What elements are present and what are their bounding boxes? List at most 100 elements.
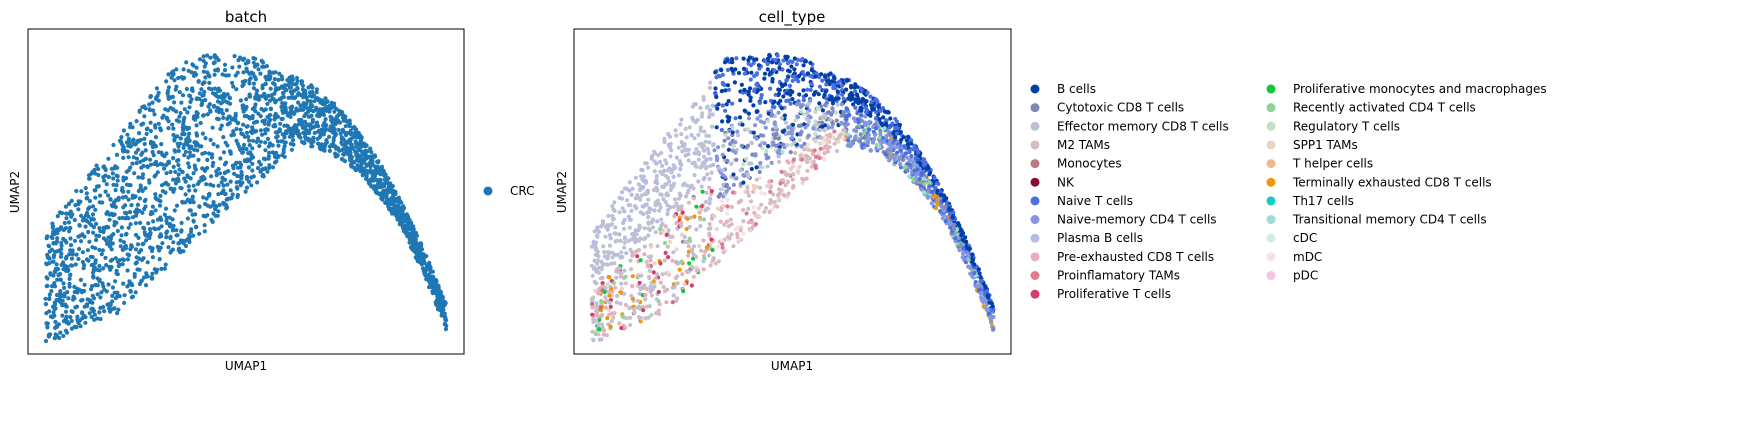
scatter-point [901,135,906,140]
scatter-point [180,169,185,175]
scatter-point [186,68,191,73]
scatter-point [611,207,616,212]
scatter-point [657,208,662,213]
scatter-point [254,139,259,144]
scatter-point [790,185,796,190]
scatter-point [218,88,223,93]
scatter-point [310,144,315,149]
scatter-point [255,180,260,185]
scatter-point [894,119,900,124]
scatter-point [263,96,269,101]
scatter-point [662,258,667,263]
scatter-point [698,125,703,130]
scatter-point [347,122,352,127]
scatter-point [825,140,831,145]
scatter-point [110,285,115,290]
scatter-point [306,129,311,134]
scatter-point [52,336,57,341]
scatter-point [844,116,849,121]
scatter-point [186,161,191,166]
scatter-point [108,239,113,244]
scatter-point [624,251,629,256]
scatter-point [800,69,806,75]
scatter-point [610,311,615,316]
scatter-point [169,186,174,191]
scatter-point [229,195,234,201]
scatter-point [283,83,288,88]
scatter-point [201,69,206,74]
scatter-point [887,125,892,130]
scatter-point [84,196,89,201]
scatter-point [668,154,673,159]
scatter-point [46,243,51,248]
scatter-point [798,153,803,158]
scatter-point [63,328,69,333]
scatter-point [870,140,875,145]
scatter-point [813,110,818,115]
scatter-point [290,81,295,87]
scatter-point [694,268,700,273]
scatter-point [166,119,171,124]
scatter-point [302,114,307,119]
scatter-point [302,104,307,109]
scatter-point [657,302,662,307]
scatter-point [204,196,209,201]
scatter-point [348,162,353,168]
scatter-point [845,107,850,112]
scatter-point [62,220,67,226]
scatter-point [108,267,113,272]
scatter-point [155,197,160,202]
scatter-point [947,222,952,227]
scatter-point [67,252,72,257]
scatter-point [657,227,663,232]
scatter-point [646,233,651,238]
scatter-point [658,261,663,266]
scatter-point [754,57,759,62]
scatter-point [235,70,240,75]
scatter-point [779,82,784,87]
scatter-point [268,107,273,112]
scatter-point [774,143,779,148]
scatter-point [123,246,128,251]
scatter-point [829,125,835,130]
scatter-point [783,120,789,125]
scatter-point [788,150,793,155]
scatter-point [718,219,723,224]
scatter-point [746,111,752,116]
scatter-point [332,117,337,122]
scatter-point [143,232,148,237]
scatter-point [215,213,220,218]
scatter-point [121,178,126,183]
scatter-point [274,150,279,155]
scatter-point [912,147,917,152]
scatter-point [109,233,114,238]
scatter-point [332,130,337,135]
scatter-point [897,155,903,160]
scatter-point [753,222,759,227]
scatter-point [834,148,840,154]
scatter-point [779,169,784,174]
scatter-point [596,290,601,295]
scatter-point [220,72,225,77]
scatter-point [913,156,918,161]
scatter-point [670,300,675,305]
scatter-point [69,263,74,268]
scatter-point [221,188,226,193]
scatter-point [214,108,219,113]
scatter-point [813,132,818,137]
scatter-point [209,217,214,222]
scatter-point [768,70,773,75]
scatter-point [433,301,439,306]
scatter-point [241,109,246,114]
scatter-point [353,128,358,133]
scatter-point [707,185,712,190]
scatter-point [248,150,253,155]
scatter-point [276,143,281,148]
scatter-point [753,152,758,157]
scatter-point [679,220,684,225]
scatter-point [435,295,440,300]
scatter-point [84,302,89,307]
scatter-point [834,118,839,123]
scatter-point [146,221,151,226]
scatter-point [363,148,368,153]
